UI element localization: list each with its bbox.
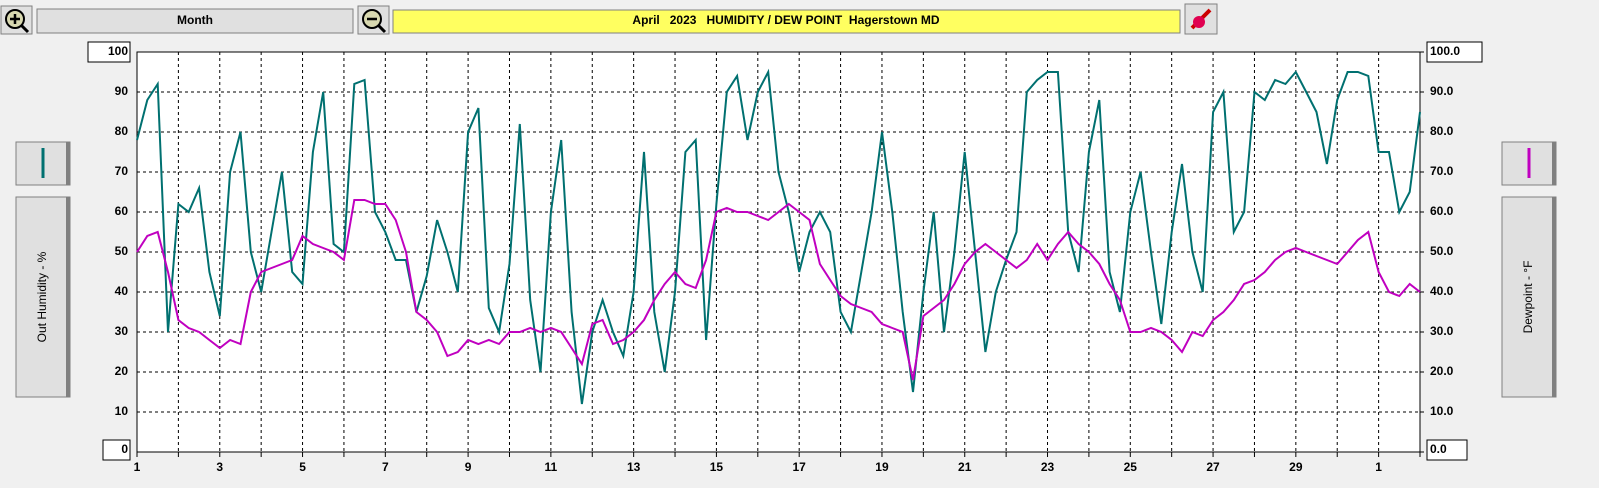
- y-tick-label: 10: [115, 404, 129, 418]
- zoom-in-button[interactable]: [0, 5, 33, 35]
- tick-label-box: [1426, 41, 1483, 63]
- period-button[interactable]: Month: [36, 8, 354, 34]
- y-tick-label: 20: [115, 364, 129, 378]
- settings-button[interactable]: [1184, 3, 1218, 35]
- y2-axis-label-button[interactable]: Dewpoint - °F: [1501, 196, 1557, 398]
- y2-tick-label: 20.0: [1430, 364, 1454, 378]
- x-tick-label: 15: [710, 460, 724, 474]
- y-tick-label: 90: [115, 84, 129, 98]
- y2-tick-label: 30.0: [1430, 324, 1454, 338]
- y2-tick-label: 100.0: [1430, 44, 1460, 58]
- x-tick-label: 29: [1289, 460, 1303, 474]
- x-tick-label: 25: [1124, 460, 1138, 474]
- x-tick-label: 27: [1206, 460, 1220, 474]
- x-tick-label: 17: [793, 460, 807, 474]
- y2-tick-label: 50.0: [1430, 244, 1454, 258]
- y-tick-label: 100: [108, 44, 128, 58]
- x-tick-label: 5: [299, 460, 306, 474]
- y-axis-label-button[interactable]: Out Humidity - %: [15, 196, 71, 398]
- chart-title: April 2023 HUMIDITY / DEW POINT Hagersto…: [632, 13, 939, 27]
- y-tick-label: 40: [115, 284, 129, 298]
- x-tick-label: 11: [545, 460, 558, 474]
- y-tick-label: 60: [115, 204, 129, 218]
- y-tick-label: 70: [115, 164, 129, 178]
- tick-label-box: [1426, 439, 1468, 461]
- y2-tick-label: 70.0: [1430, 164, 1454, 178]
- y-tick-label: 0: [121, 442, 128, 456]
- y2-tick-label: 90.0: [1430, 84, 1454, 98]
- y-axis-label: Out Humidity - %: [35, 251, 49, 342]
- humidity-legend-button[interactable]: [15, 141, 71, 186]
- tick-label-box: [102, 439, 131, 461]
- x-tick-label: 21: [958, 460, 972, 474]
- x-tick-label: 19: [875, 460, 889, 474]
- zoom-out-button[interactable]: [357, 5, 390, 35]
- y-tick-label: 80: [115, 124, 129, 138]
- x-tick-label: 9: [465, 460, 472, 474]
- series-line: [136, 199, 1421, 381]
- x-tick-label: 1: [134, 460, 141, 474]
- y2-tick-label: 10.0: [1430, 404, 1454, 418]
- y2-tick-label: 40.0: [1430, 284, 1454, 298]
- x-tick-label: 23: [1041, 460, 1055, 474]
- dewpoint-legend-button[interactable]: [1501, 141, 1557, 186]
- y2-tick-label: 80.0: [1430, 124, 1454, 138]
- x-tick-label: 7: [382, 460, 389, 474]
- y-tick-label: 50: [115, 244, 129, 258]
- title-bar: [392, 9, 1181, 34]
- y2-axis-label: Dewpoint - °F: [1521, 261, 1535, 334]
- period-label: Month: [177, 13, 213, 27]
- x-tick-label: 13: [627, 460, 641, 474]
- y2-tick-label: 0.0: [1430, 442, 1447, 456]
- series-line: [136, 68, 1421, 405]
- y2-tick-label: 60.0: [1430, 204, 1454, 218]
- tick-label-box: [87, 41, 131, 63]
- x-tick-label: 3: [216, 460, 223, 474]
- y-tick-label: 30: [115, 324, 129, 338]
- x-tick-label: 1: [1375, 460, 1382, 474]
